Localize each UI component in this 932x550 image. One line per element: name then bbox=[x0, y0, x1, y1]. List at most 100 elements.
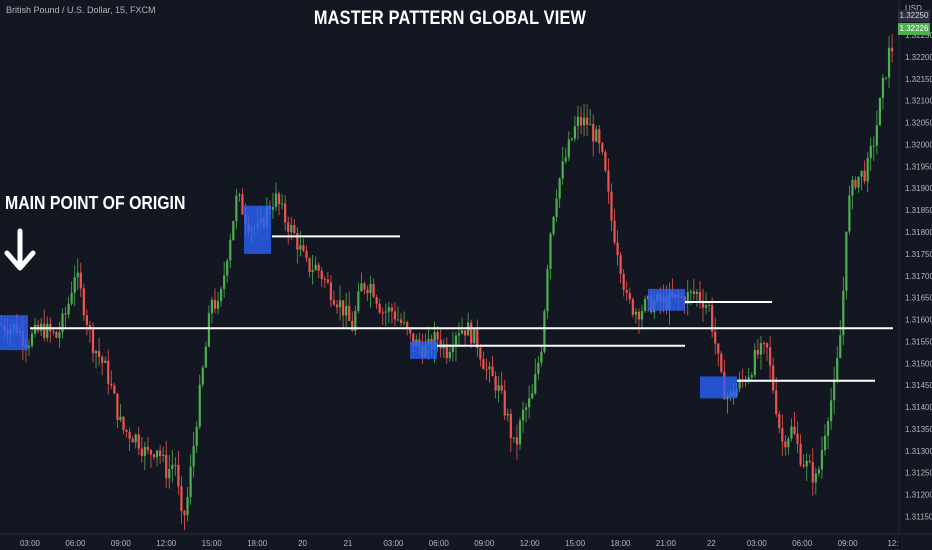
price-axis[interactable]: 1.32250 1.32200 1.32150 1.32100 1.32050 1.320… bbox=[905, 31, 932, 521]
candle-body bbox=[177, 465, 180, 487]
candle-body bbox=[814, 473, 817, 483]
candle-body bbox=[375, 296, 378, 304]
candle-body bbox=[817, 469, 820, 474]
candle-body bbox=[494, 376, 497, 391]
candle-body bbox=[284, 203, 287, 223]
candle-body bbox=[686, 291, 689, 304]
candle-body bbox=[134, 434, 137, 443]
candle-body bbox=[204, 346, 207, 368]
candle-body bbox=[101, 356, 104, 363]
candle-body bbox=[131, 438, 134, 443]
candle-body bbox=[412, 333, 415, 347]
candle-body bbox=[168, 468, 171, 479]
candle-body bbox=[866, 157, 869, 182]
price-tick-label: 1.32050 bbox=[905, 119, 932, 128]
candle-body bbox=[186, 497, 189, 516]
candle-body bbox=[448, 351, 451, 359]
candle-body bbox=[226, 260, 229, 276]
candle-body bbox=[634, 311, 637, 315]
chart-title: MASTER PATTERN GLOBAL VIEW bbox=[313, 8, 587, 29]
time-tick-label: 12: bbox=[887, 539, 898, 548]
candle-body bbox=[454, 335, 458, 347]
candle-body bbox=[576, 116, 580, 127]
candle-body bbox=[52, 331, 55, 333]
candle-body bbox=[625, 289, 628, 293]
candle-body bbox=[857, 176, 860, 188]
candle-body bbox=[241, 194, 244, 215]
candle-body bbox=[271, 206, 275, 210]
price-tick-label: 1.31300 bbox=[905, 447, 932, 456]
candle-body bbox=[631, 299, 634, 315]
candle-body bbox=[180, 486, 183, 511]
candle-body bbox=[738, 379, 741, 389]
candle-body bbox=[836, 358, 839, 380]
origin-zone-box bbox=[648, 288, 685, 311]
candle-body bbox=[207, 313, 210, 347]
candle-body bbox=[528, 398, 531, 408]
time-tick-label: 12:00 bbox=[156, 539, 177, 548]
down-arrow-icon bbox=[4, 228, 36, 271]
candle-body bbox=[701, 300, 705, 308]
candle-body bbox=[326, 279, 329, 283]
candle-body bbox=[73, 277, 76, 293]
candle-body bbox=[708, 304, 711, 306]
currency-label: USD bbox=[905, 4, 922, 13]
candle-body bbox=[826, 421, 830, 436]
candle-body bbox=[366, 289, 369, 294]
candle-body bbox=[845, 231, 848, 291]
candle-body bbox=[747, 377, 750, 382]
candle-body bbox=[613, 220, 616, 243]
candle-body bbox=[70, 292, 73, 304]
candle-body bbox=[805, 460, 808, 467]
candle-body bbox=[830, 400, 833, 422]
candle-body bbox=[46, 323, 49, 338]
candle-body bbox=[784, 441, 787, 448]
candle-body bbox=[643, 298, 647, 311]
candle-body bbox=[711, 304, 714, 332]
candle-body bbox=[790, 426, 793, 439]
candle-body bbox=[357, 291, 360, 312]
candle-body bbox=[58, 332, 61, 338]
candle-body bbox=[229, 240, 232, 261]
price-tick-label: 1.31750 bbox=[905, 250, 932, 259]
candle-body bbox=[607, 170, 610, 192]
candle-body bbox=[775, 390, 778, 414]
candle-body bbox=[750, 375, 753, 378]
candle-body bbox=[323, 279, 326, 281]
candle-body bbox=[338, 300, 342, 308]
time-tick-label: 20 bbox=[298, 539, 307, 548]
candle-body bbox=[589, 124, 592, 126]
candle-body bbox=[155, 450, 159, 458]
candle-body bbox=[317, 264, 320, 271]
candle-body bbox=[30, 333, 34, 346]
candle-body bbox=[616, 242, 619, 256]
candle-body bbox=[488, 366, 491, 370]
candle-body bbox=[887, 47, 891, 78]
last-price-tag: 1.32226 bbox=[898, 23, 930, 35]
candle-body bbox=[76, 272, 79, 278]
candle-body bbox=[40, 323, 43, 331]
time-tick-label: 22 bbox=[707, 539, 716, 548]
candle-body bbox=[387, 307, 390, 312]
candle-body bbox=[61, 313, 64, 333]
candle-body bbox=[174, 464, 177, 466]
candle-body bbox=[765, 343, 769, 348]
candle-body bbox=[717, 343, 720, 354]
candle-body bbox=[348, 305, 351, 321]
candle-body bbox=[704, 305, 708, 308]
candle-body bbox=[335, 304, 339, 308]
candle-body bbox=[381, 312, 384, 314]
candle-body bbox=[570, 138, 573, 140]
candle-body bbox=[460, 330, 464, 334]
candle-body bbox=[104, 360, 107, 363]
candle-body bbox=[470, 322, 473, 344]
candle-body bbox=[213, 299, 217, 309]
candle-body bbox=[884, 77, 888, 79]
candle-body bbox=[769, 347, 772, 366]
candle-body bbox=[759, 343, 763, 355]
symbol-label[interactable]: British Pound / U.S. Dollar, 15, FXCM bbox=[6, 5, 156, 15]
price-tick-label: 1.31450 bbox=[905, 381, 932, 390]
time-axis[interactable]: 03:00 06:00 09:00 12:00 15:00 18:00 20 21 03:00 0… bbox=[20, 539, 899, 548]
candle-body bbox=[622, 273, 625, 290]
